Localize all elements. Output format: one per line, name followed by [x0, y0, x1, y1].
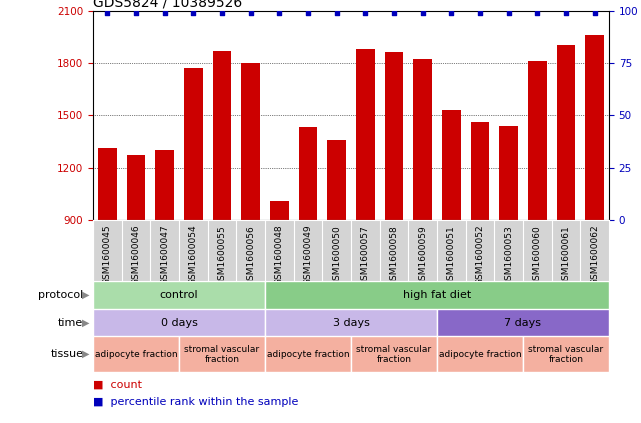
Point: [246, 9, 256, 16]
Bar: [93, 281, 265, 309]
Text: stromal vascular
fraction: stromal vascular fraction: [356, 345, 431, 364]
Point: [303, 9, 313, 16]
Point: [188, 9, 199, 16]
Bar: [437, 309, 609, 336]
Text: ■  percentile rank within the sample: ■ percentile rank within the sample: [93, 397, 298, 407]
Bar: [442, 110, 461, 377]
Text: GSM1600056: GSM1600056: [246, 225, 255, 286]
Point: [331, 9, 342, 16]
Text: ▶: ▶: [82, 290, 90, 300]
Text: time: time: [58, 318, 83, 327]
Text: adipocyte fraction: adipocyte fraction: [267, 350, 349, 359]
Text: GSM1600047: GSM1600047: [160, 225, 169, 286]
Bar: [127, 155, 146, 377]
Bar: [585, 35, 604, 377]
Point: [417, 9, 428, 16]
Bar: [241, 63, 260, 377]
Text: control: control: [160, 290, 198, 300]
Text: adipocyte fraction: adipocyte fraction: [95, 350, 178, 359]
Text: GSM1600051: GSM1600051: [447, 225, 456, 286]
Point: [475, 9, 485, 16]
Point: [102, 9, 112, 16]
Text: 3 days: 3 days: [333, 318, 369, 327]
Point: [217, 9, 227, 16]
Bar: [93, 336, 179, 372]
Text: GSM1600050: GSM1600050: [332, 225, 341, 286]
Text: GSM1600061: GSM1600061: [562, 225, 570, 286]
Text: GSM1600060: GSM1600060: [533, 225, 542, 286]
Point: [590, 9, 600, 16]
Bar: [270, 201, 288, 377]
Text: GSM1600048: GSM1600048: [275, 225, 284, 286]
Text: GSM1600059: GSM1600059: [418, 225, 427, 286]
Bar: [556, 46, 575, 377]
Text: 0 days: 0 days: [160, 318, 197, 327]
Point: [561, 9, 571, 16]
Bar: [93, 309, 265, 336]
Text: stromal vascular
fraction: stromal vascular fraction: [185, 345, 260, 364]
Bar: [265, 336, 351, 372]
Bar: [299, 127, 317, 377]
Text: 7 days: 7 days: [504, 318, 542, 327]
Text: GSM1600055: GSM1600055: [217, 225, 226, 286]
Text: tissue: tissue: [51, 349, 83, 359]
Text: GSM1600062: GSM1600062: [590, 225, 599, 286]
Point: [131, 9, 141, 16]
Bar: [385, 52, 403, 377]
Text: GSM1600046: GSM1600046: [131, 225, 140, 286]
Bar: [523, 336, 609, 372]
Bar: [470, 122, 489, 377]
Text: GSM1600045: GSM1600045: [103, 225, 112, 286]
Point: [389, 9, 399, 16]
Text: protocol: protocol: [38, 290, 83, 300]
Text: ■  count: ■ count: [93, 380, 142, 390]
Text: GSM1600049: GSM1600049: [303, 225, 312, 286]
Bar: [184, 68, 203, 377]
Bar: [98, 148, 117, 377]
Bar: [351, 336, 437, 372]
Bar: [155, 150, 174, 377]
Text: high fat diet: high fat diet: [403, 290, 471, 300]
Point: [360, 9, 370, 16]
Bar: [179, 336, 265, 372]
Bar: [265, 281, 609, 309]
Text: GSM1600052: GSM1600052: [476, 225, 485, 286]
Point: [503, 9, 513, 16]
Bar: [528, 61, 547, 377]
Point: [532, 9, 542, 16]
Text: ▶: ▶: [82, 318, 90, 327]
Bar: [356, 49, 374, 377]
Text: GSM1600054: GSM1600054: [189, 225, 198, 286]
Text: ▶: ▶: [82, 349, 90, 359]
Bar: [413, 60, 432, 377]
Text: stromal vascular
fraction: stromal vascular fraction: [528, 345, 604, 364]
Text: GDS5824 / 10389526: GDS5824 / 10389526: [93, 0, 242, 9]
Text: adipocyte fraction: adipocyte fraction: [438, 350, 521, 359]
Bar: [328, 140, 346, 377]
Bar: [265, 309, 437, 336]
Text: GSM1600057: GSM1600057: [361, 225, 370, 286]
Text: GSM1600058: GSM1600058: [390, 225, 399, 286]
Point: [160, 9, 170, 16]
Bar: [437, 336, 523, 372]
Point: [446, 9, 456, 16]
Point: [274, 9, 285, 16]
Bar: [213, 51, 231, 377]
Bar: [499, 126, 518, 377]
Text: GSM1600053: GSM1600053: [504, 225, 513, 286]
